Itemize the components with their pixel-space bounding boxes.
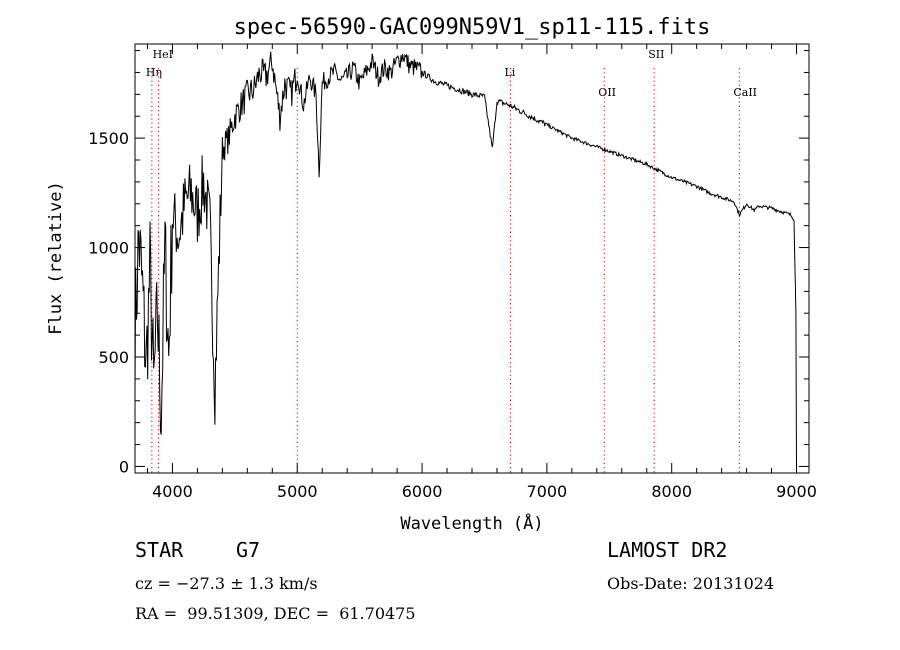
line-label-5: SII bbox=[648, 48, 664, 61]
axis-ticks bbox=[135, 44, 809, 473]
observation-date: Obs-Date: 20131024 bbox=[607, 574, 775, 593]
y-tick-label: 1000 bbox=[88, 239, 129, 258]
y-axis-label: Flux (relative) bbox=[46, 181, 66, 335]
line-label-3: Li bbox=[504, 66, 515, 79]
spectrum-series-line bbox=[134, 51, 797, 467]
redshift-velocity: cz = −27.3 ± 1.3 km/s bbox=[135, 574, 318, 593]
chart-title: spec-56590-GAC099N59V1_sp11-115.fits bbox=[234, 15, 711, 40]
line-label-1: HeI bbox=[153, 48, 173, 61]
y-tick-labels: 0 500 1000 1500 bbox=[88, 129, 129, 476]
line-label-4: OII bbox=[598, 86, 616, 99]
x-tick-label: 7000 bbox=[527, 482, 568, 501]
x-axis-label: Wavelength (Å) bbox=[400, 512, 543, 534]
sky-coordinates: RA = 99.51309, DEC = 61.70475 bbox=[135, 604, 416, 623]
line-label-6: CaII bbox=[733, 86, 757, 99]
x-tick-label: 6000 bbox=[402, 482, 443, 501]
x-tick-label: 8000 bbox=[651, 482, 692, 501]
line-label-0: Hη bbox=[146, 66, 162, 79]
x-tick-label: 4000 bbox=[152, 482, 193, 501]
x-tick-label: 5000 bbox=[277, 482, 318, 501]
survey-name: LAMOST DR2 bbox=[607, 538, 728, 562]
emission-line-markers bbox=[151, 68, 740, 473]
x-tick-label: 9000 bbox=[776, 482, 817, 501]
emission-line-labels: Hη HeI Li OII SII CaII bbox=[146, 48, 757, 99]
x-tick-labels: 4000 5000 6000 7000 8000 9000 bbox=[152, 482, 817, 501]
object-type: STAR bbox=[135, 538, 184, 562]
y-tick-label: 0 bbox=[119, 457, 129, 476]
y-tick-label: 500 bbox=[98, 348, 129, 367]
object-class: G7 bbox=[236, 538, 261, 562]
y-tick-label: 1500 bbox=[88, 129, 129, 148]
